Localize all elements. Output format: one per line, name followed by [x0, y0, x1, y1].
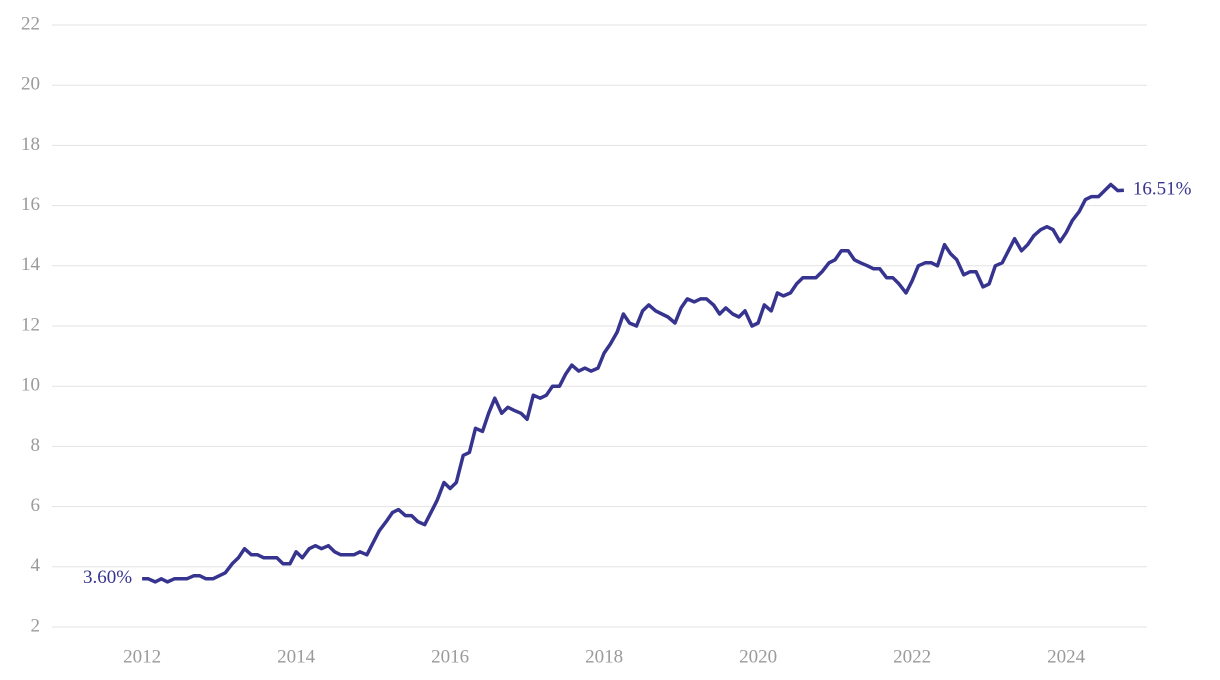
y-tick-label: 4 [31, 555, 41, 576]
x-tick-label: 2016 [431, 646, 469, 667]
y-tick-label: 14 [21, 254, 41, 275]
x-tick-label: 2014 [277, 646, 316, 667]
x-tick-label: 2024 [1047, 646, 1086, 667]
y-tick-label: 10 [21, 375, 40, 396]
x-tick-label: 2018 [585, 646, 623, 667]
line [142, 182, 1125, 584]
x-tick-label: 2020 [739, 646, 777, 667]
y-tick-label: 8 [31, 435, 41, 456]
y-tick-label: 2 [31, 615, 41, 636]
y-tick-label: 12 [21, 314, 40, 335]
y-tick-label: 16 [21, 194, 40, 215]
y-tick-label: 18 [21, 134, 40, 155]
y-tick-label: 6 [31, 495, 41, 516]
x-tick-label: 2022 [893, 646, 931, 667]
y-tick-label: 20 [21, 74, 40, 95]
value-label: 16.51% [1133, 179, 1192, 200]
x-tick-label: 2012 [123, 646, 161, 667]
value-label: 3.60% [83, 567, 132, 588]
y-tick-label: 22 [21, 13, 40, 34]
